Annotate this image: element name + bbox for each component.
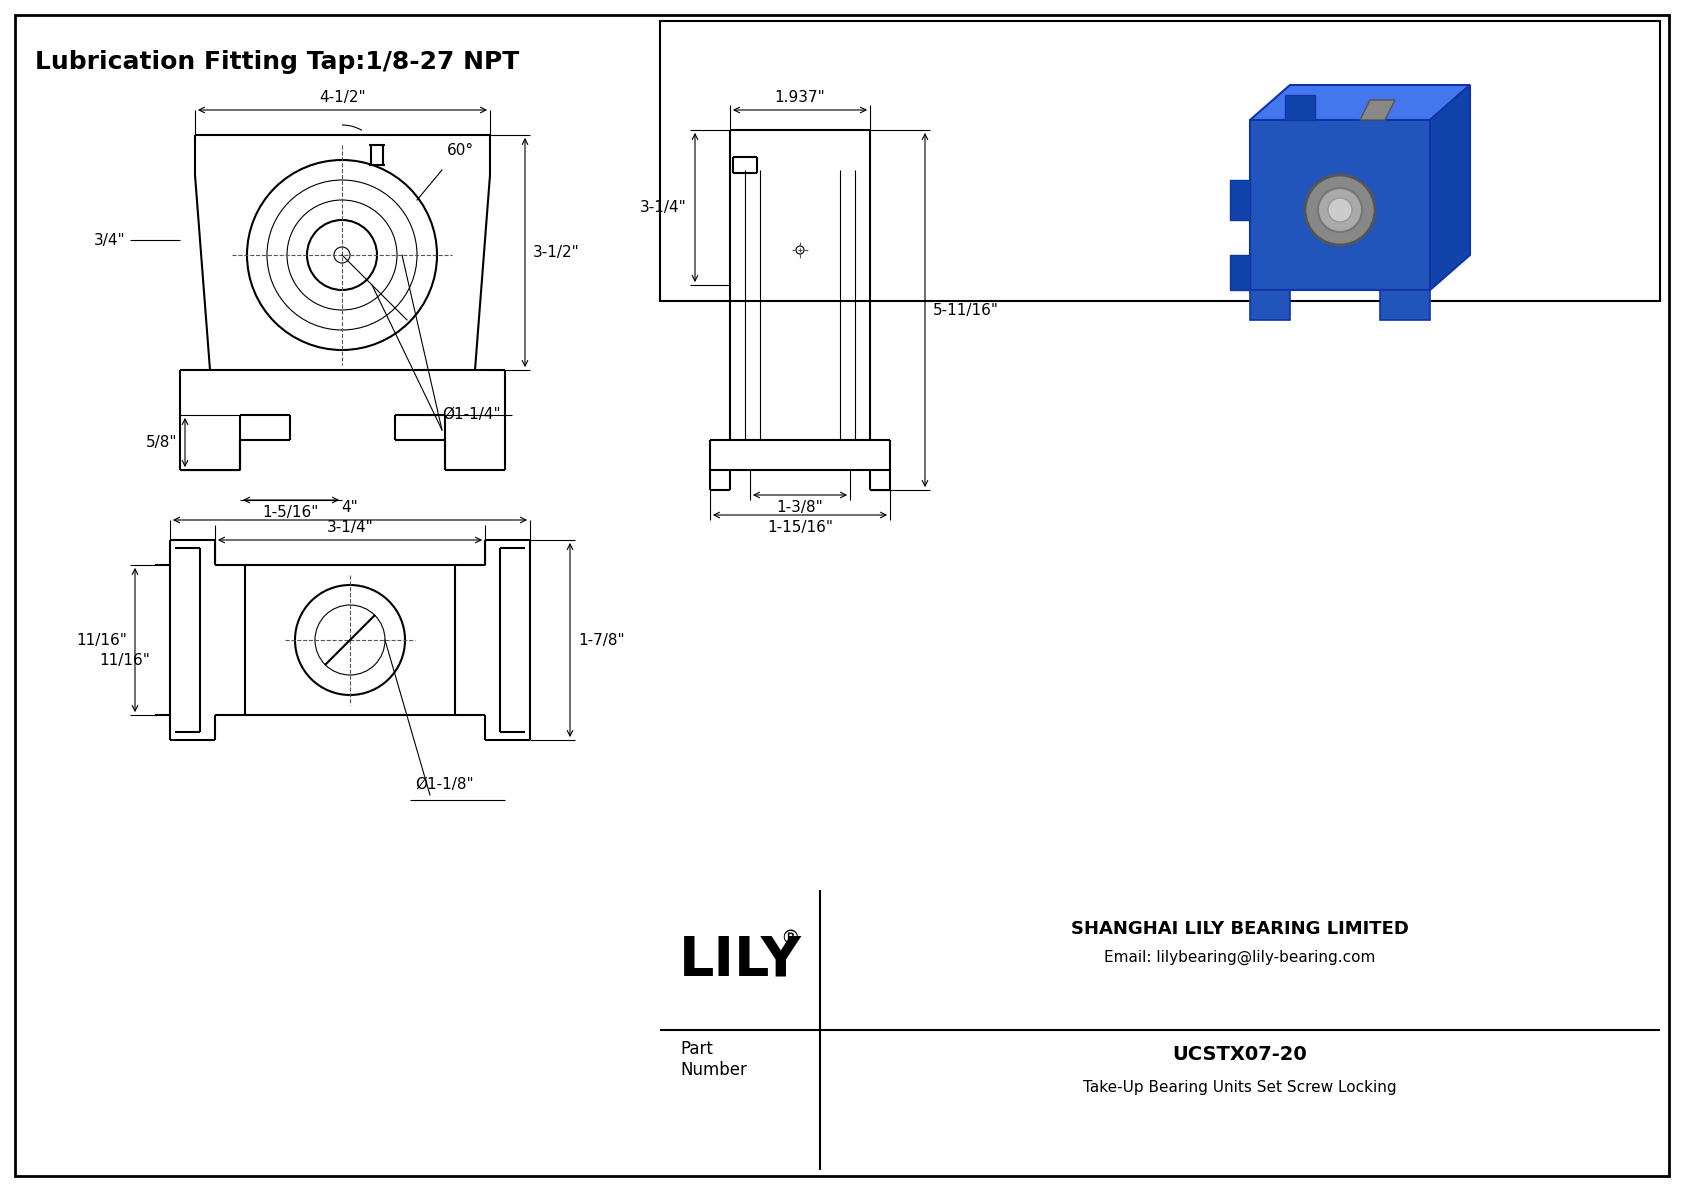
Polygon shape bbox=[1229, 255, 1250, 289]
Polygon shape bbox=[1250, 120, 1430, 289]
Text: 60°: 60° bbox=[446, 143, 475, 158]
Polygon shape bbox=[1250, 289, 1290, 320]
Polygon shape bbox=[1379, 289, 1430, 320]
Polygon shape bbox=[1250, 85, 1470, 120]
Text: Lubrication Fitting Tap:1/8-27 NPT: Lubrication Fitting Tap:1/8-27 NPT bbox=[35, 50, 519, 74]
Text: Ø1-1/4": Ø1-1/4" bbox=[441, 407, 500, 423]
Text: Part
Number: Part Number bbox=[680, 1040, 748, 1079]
Text: 5-11/16": 5-11/16" bbox=[933, 303, 999, 318]
Text: 4": 4" bbox=[342, 500, 359, 515]
Text: 3-1/4": 3-1/4" bbox=[640, 200, 687, 216]
Text: ®: ® bbox=[780, 929, 800, 948]
Text: 1-15/16": 1-15/16" bbox=[766, 520, 834, 535]
Circle shape bbox=[1305, 175, 1376, 245]
Text: LILY: LILY bbox=[679, 933, 802, 987]
Text: Take-Up Bearing Units Set Screw Locking: Take-Up Bearing Units Set Screw Locking bbox=[1083, 1080, 1396, 1095]
Text: 3/4": 3/4" bbox=[93, 232, 125, 248]
Text: 11/16": 11/16" bbox=[99, 653, 150, 667]
Text: UCSTX07-20: UCSTX07-20 bbox=[1172, 1045, 1307, 1064]
Text: Ø1-1/8": Ø1-1/8" bbox=[414, 777, 473, 792]
Polygon shape bbox=[1229, 180, 1250, 220]
Text: SHANGHAI LILY BEARING LIMITED: SHANGHAI LILY BEARING LIMITED bbox=[1071, 919, 1410, 939]
Text: 4-1/2": 4-1/2" bbox=[320, 91, 365, 105]
Text: 1-7/8": 1-7/8" bbox=[578, 632, 625, 648]
Text: 5/8": 5/8" bbox=[145, 435, 177, 450]
Text: 1.937": 1.937" bbox=[775, 91, 825, 105]
Text: 1-3/8": 1-3/8" bbox=[776, 500, 823, 515]
Text: 3-1/2": 3-1/2" bbox=[534, 245, 579, 260]
Text: 1-5/16": 1-5/16" bbox=[263, 505, 320, 520]
Text: 3-1/4": 3-1/4" bbox=[327, 520, 374, 535]
Circle shape bbox=[1329, 198, 1352, 222]
Text: 11/16": 11/16" bbox=[76, 632, 126, 648]
Circle shape bbox=[1319, 188, 1362, 232]
Polygon shape bbox=[1430, 85, 1470, 289]
Polygon shape bbox=[1285, 95, 1315, 120]
Polygon shape bbox=[1361, 100, 1394, 120]
Text: Email: lilybearing@lily-bearing.com: Email: lilybearing@lily-bearing.com bbox=[1105, 950, 1376, 965]
